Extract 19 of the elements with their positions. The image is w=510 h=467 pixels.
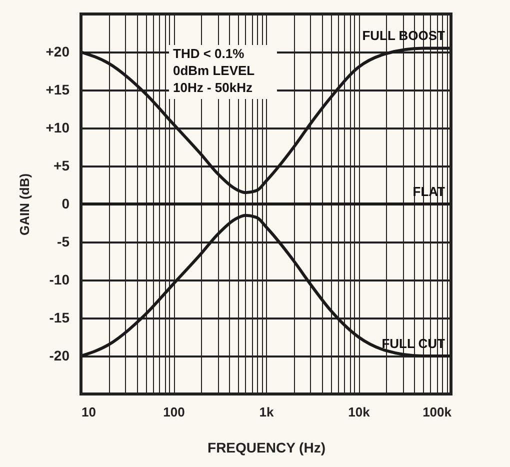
annotation: THD < 0.1% bbox=[173, 46, 245, 61]
x-axis-title: FREQUENCY (Hz) bbox=[208, 440, 326, 456]
x-tick-label: 10k bbox=[348, 404, 371, 420]
x-tick-label: 100k bbox=[422, 404, 452, 420]
y-tick-label: +15 bbox=[46, 82, 70, 98]
x-tick-label: 1k bbox=[259, 404, 274, 420]
y-axis-title: GAIN (dB) bbox=[16, 173, 32, 236]
y-tick-label: -20 bbox=[49, 348, 70, 364]
y-tick-label: +5 bbox=[54, 158, 70, 174]
y-tick-label: +10 bbox=[46, 120, 70, 136]
y-tick-label: -10 bbox=[49, 272, 70, 288]
annotation: 0dBm LEVEL bbox=[173, 63, 255, 78]
y-tick-label: 0 bbox=[62, 196, 70, 212]
y-tick-label: +20 bbox=[46, 44, 70, 60]
x-tick-label: 100 bbox=[163, 404, 185, 420]
x-tick-label: 10 bbox=[82, 404, 96, 420]
annotation: 10Hz - 50kHz bbox=[173, 80, 253, 95]
y-tick-label: -5 bbox=[57, 234, 70, 250]
y-tick-label: -15 bbox=[49, 310, 70, 326]
